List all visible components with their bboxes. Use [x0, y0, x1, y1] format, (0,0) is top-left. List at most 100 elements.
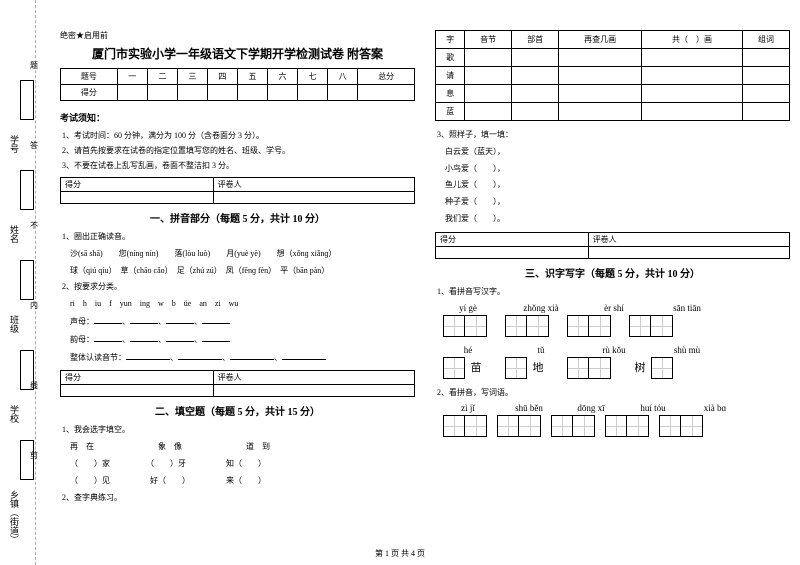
ch-r3: 蓝 — [436, 103, 465, 121]
score-h3: 三 — [177, 69, 207, 85]
notice-2: 2、请首先按要求在试卷的指定位置填写您的姓名、班级、学号。 — [62, 145, 415, 156]
q1-2-a: 声母：、、、 — [70, 315, 415, 329]
page-footer: 第 1 页 共 4 页 — [0, 548, 800, 559]
py2-2: rù kǒu — [589, 345, 639, 355]
tian-g7 — [567, 357, 611, 379]
q3-1-grid-row2: 苗 地 树 — [443, 357, 790, 379]
dash-char-1: 剪 — [30, 450, 38, 461]
q1-1: 1、圈出正确读音。 — [62, 231, 415, 244]
tian-g8: 树 — [629, 357, 673, 379]
hz-2: 树 — [629, 357, 651, 379]
char-table: 字 音节 部首 再查几画 共（ ）画 组词 歌 请 息 蓝 — [435, 30, 790, 121]
tian-h3 — [551, 415, 595, 437]
hz-0: 苗 — [465, 357, 487, 379]
notice-1: 1、考试时间：60 分钟，满分为 100 分（含卷面分 3 分）。 — [62, 130, 415, 141]
q2-1: 1、我会选字填空。 — [62, 424, 415, 437]
score-h8: 八 — [328, 69, 358, 85]
q2-3-a: 小鸟爱（ ）， — [445, 163, 790, 176]
q2-3: 3、照样子，填一填： — [437, 129, 790, 142]
dash-char-6: 题 — [30, 60, 38, 71]
tian-g6: 地 — [505, 357, 549, 379]
binding-label-4: 姓名 — [8, 225, 21, 243]
q2-1-b: （ ）家 （ ）牙 知（ ） — [70, 458, 415, 471]
mini2-h1: 得分 — [61, 371, 214, 385]
part1-title: 一、拼音部分（每题 5 分，共计 10 分） — [60, 210, 415, 225]
mini-score-1: 得分评卷人 — [60, 177, 415, 204]
q1-1-line2: 球（qiú qíu） 草（chāo cǎo） 足（zhú zú） 凤（fēnɡ … — [70, 265, 415, 278]
q2-3-c: 种子爱（ ）， — [445, 196, 790, 209]
py2-1: tǔ — [511, 345, 571, 355]
left-column: 绝密★启用前 厦门市实验小学一年级语文下学期开学检测试卷 附答案 题号 一 二 … — [60, 30, 415, 555]
q1-2-c-label: 整体认读音节： — [70, 353, 126, 362]
mini3-h2: 评卷人 — [588, 232, 789, 246]
part3-title: 三、识字写字（每题 5 分，共计 10 分） — [435, 265, 790, 280]
q2-3-ex: 白云爱（蓝天）， — [445, 146, 790, 159]
right-column: 字 音节 部首 再查几画 共（ ）画 组词 歌 请 息 蓝 3、照样子，填一填：… — [435, 30, 790, 555]
score-h0: 题号 — [61, 69, 118, 85]
mini-h1: 得分 — [61, 178, 214, 192]
mini3-h1: 得分 — [436, 232, 589, 246]
notice-3: 3、不要在试卷上乱写乱画，卷面不整洁扣 3 分。 — [62, 160, 415, 171]
binding-margin: 乡镇（街道） 学校 班级 姓名 学号 剪 线 内 不 答 题 — [0, 0, 50, 565]
ch-h5: 组词 — [742, 31, 789, 49]
q2-1-a: 再 在 象 像 道 到 — [70, 441, 415, 454]
ch-h0: 字 — [436, 31, 465, 49]
py-3: sān tiān — [657, 303, 717, 313]
q2-2: 2、查字典练习。 — [62, 492, 415, 505]
binding-label-5: 学号 — [8, 135, 21, 153]
q1-2-b: 韵母：、、、 — [70, 333, 415, 347]
q1-2-letters: ri h iu f yun ing w b üe an zi wu — [70, 298, 415, 311]
part2-title: 二、填空题（每题 5 分，共计 15 分） — [60, 403, 415, 418]
ch-h3: 再查几画 — [559, 31, 642, 49]
tian-g1 — [443, 315, 487, 337]
q1-2-a-label: 声母： — [70, 317, 94, 326]
score-row-label: 得分 — [61, 85, 118, 101]
score-h5: 五 — [237, 69, 267, 85]
q3-1-py-row1: yí gè zhǒng xià èr shí sān tiān — [443, 303, 790, 313]
ch-r1: 请 — [436, 67, 465, 85]
q3-2: 2、看拼音，写词语。 — [437, 387, 790, 400]
ch-h2: 部首 — [512, 31, 559, 49]
mini2-h2: 评卷人 — [213, 371, 414, 385]
q1-2-b-label: 韵母： — [70, 335, 94, 344]
score-h6: 六 — [268, 69, 298, 85]
score-h2: 二 — [147, 69, 177, 85]
binding-dashed-line — [35, 0, 36, 565]
q1-2: 2、按要求分类。 — [62, 281, 415, 294]
q2-3-b: 鱼儿爱（ ）， — [445, 179, 790, 192]
tian-h4 — [605, 415, 649, 437]
ch-r2: 息 — [436, 85, 465, 103]
py3-0: zì jǐ — [443, 403, 493, 413]
tian-h5 — [659, 415, 703, 437]
score-table: 题号 一 二 三 四 五 六 七 八 总分 得分 — [60, 68, 415, 101]
q1-2-c: 整体认读音节：、、、 — [70, 351, 415, 365]
q3-2-grid-row — [443, 415, 790, 437]
dash-char-4: 不 — [30, 220, 38, 231]
py3-2: dōng xī — [565, 403, 617, 413]
q3-1: 1、看拼音写汉字。 — [437, 286, 790, 299]
binding-label-3: 班级 — [8, 315, 21, 333]
score-h9: 总分 — [358, 69, 415, 85]
py-2: èr shí — [589, 303, 639, 313]
binding-box-3 — [20, 260, 34, 300]
py3-4: xià bɑ — [689, 403, 741, 413]
tian-h2 — [497, 415, 541, 437]
binding-box-4 — [20, 170, 34, 210]
mini-score-2: 得分评卷人 — [60, 370, 415, 397]
tian-g4 — [629, 315, 673, 337]
py3-1: shū běn — [503, 403, 555, 413]
ch-r0: 歌 — [436, 49, 465, 67]
tian-g5: 苗 — [443, 357, 487, 379]
ch-h1: 音节 — [465, 31, 512, 49]
score-h7: 七 — [298, 69, 328, 85]
py2-0: hé — [443, 345, 493, 355]
py-0: yí gè — [443, 303, 493, 313]
binding-label-1: 乡镇（街道） — [8, 490, 21, 544]
ch-h4: 共（ ）画 — [642, 31, 743, 49]
q2-1-c: （ ）见 好（ ） 来（ ） — [70, 475, 415, 488]
binding-label-2: 学校 — [8, 405, 21, 423]
py-1: zhǒng xià — [511, 303, 571, 313]
dash-char-2: 线 — [30, 380, 38, 391]
q2-3-d: 我们爱（ ）。 — [445, 213, 790, 226]
q3-1-py-row2: hé tǔ rù kǒu shù mù — [443, 345, 790, 355]
